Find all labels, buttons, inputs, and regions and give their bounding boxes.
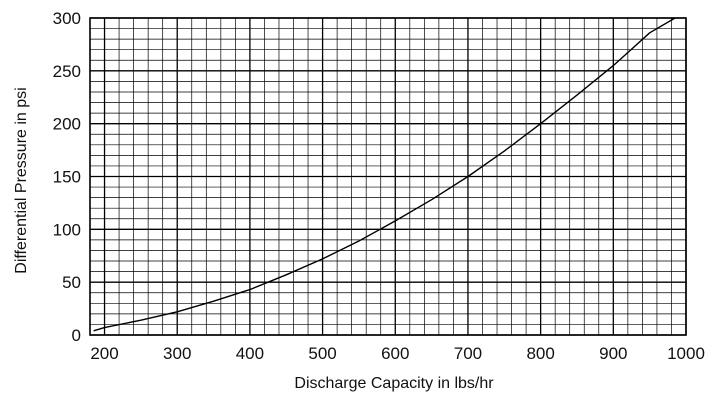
series-line bbox=[93, 17, 676, 332]
x-tick-label: 300 bbox=[163, 344, 191, 363]
y-tick-label: 150 bbox=[53, 168, 81, 187]
y-tick-label: 100 bbox=[53, 220, 81, 239]
y-tick-label: 300 bbox=[53, 9, 81, 28]
x-tick-label: 500 bbox=[308, 344, 336, 363]
x-tick-label: 400 bbox=[236, 344, 264, 363]
x-axis-title: Discharge Capacity in lbs/hr bbox=[294, 375, 494, 392]
y-tick-label: 0 bbox=[72, 326, 81, 345]
y-tick-label: 250 bbox=[53, 62, 81, 81]
x-tick-label: 700 bbox=[454, 344, 482, 363]
x-axis-tick-labels: 200 300 400 500 600 700 800 900 1000 bbox=[90, 344, 705, 363]
series-layer bbox=[93, 17, 676, 332]
plot-area-frame bbox=[89, 17, 687, 336]
x-tick-label: 900 bbox=[599, 344, 627, 363]
x-tick-label: 200 bbox=[90, 344, 118, 363]
x-tick-label: 1000 bbox=[667, 344, 705, 363]
x-tick-label: 800 bbox=[526, 344, 554, 363]
major-gridlines bbox=[90, 17, 687, 336]
y-axis-tick-labels: 0 50 100 150 200 250 300 bbox=[53, 9, 81, 345]
y-tick-label: 50 bbox=[62, 273, 81, 292]
y-tick-label: 200 bbox=[53, 115, 81, 134]
y-axis-title: Differential Pressure in psi bbox=[13, 87, 30, 273]
x-tick-label: 600 bbox=[381, 344, 409, 363]
